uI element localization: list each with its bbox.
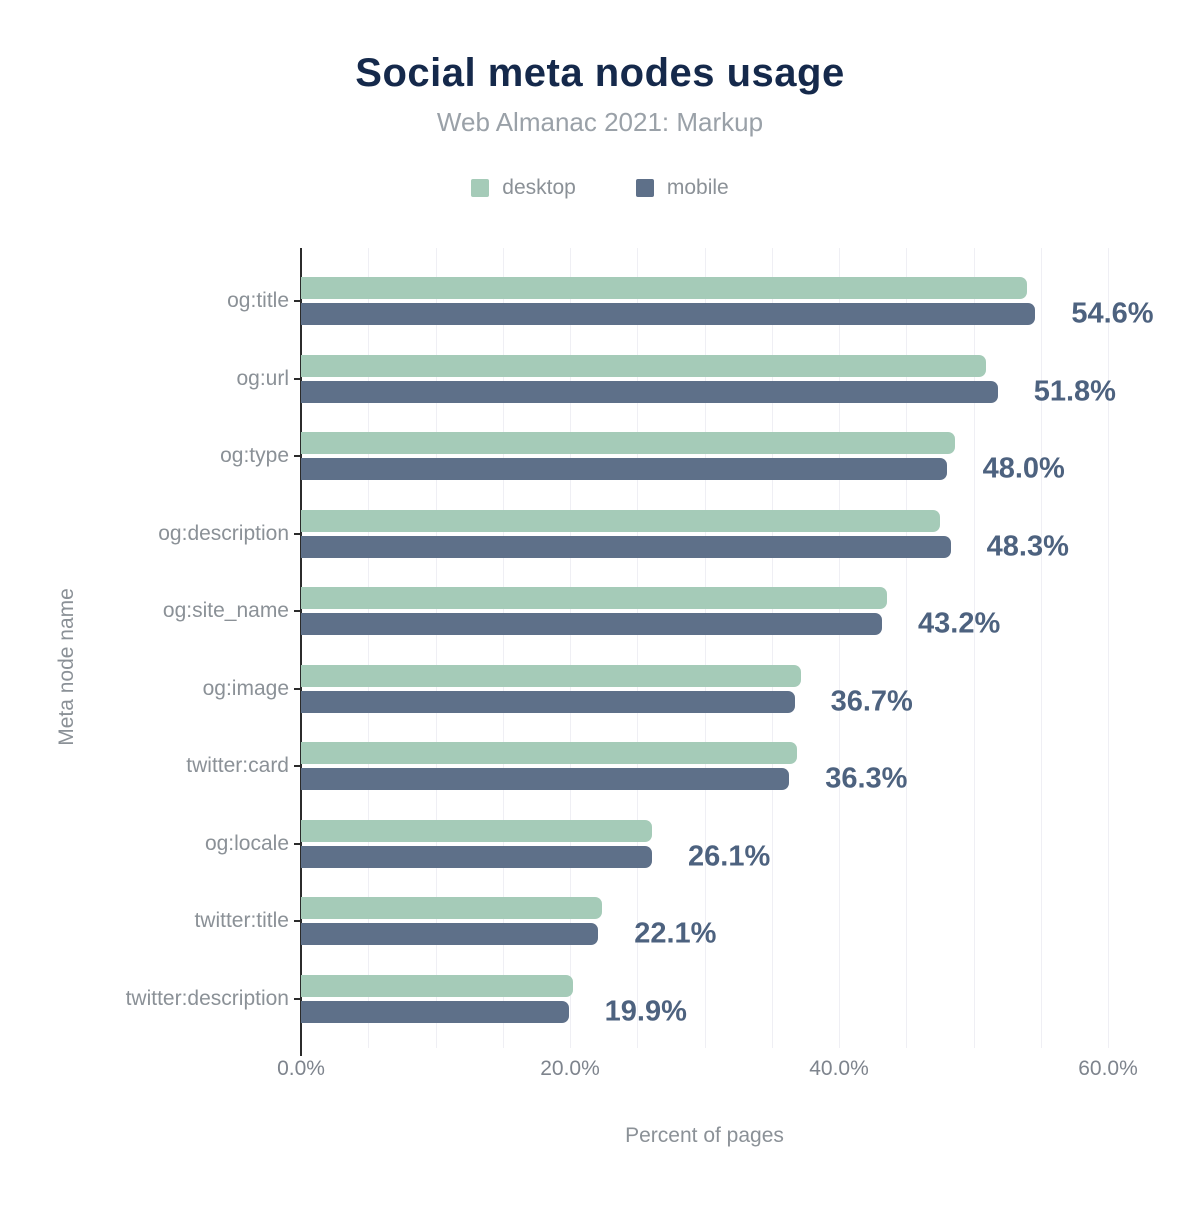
- desktop-bar: [301, 587, 888, 609]
- value-label: 51.8%: [1033, 375, 1116, 407]
- gridline: [839, 248, 840, 1048]
- y-axis-tick: [294, 610, 301, 612]
- plot-area: Percent of pages 0.0% 20.0% 40.0% 60.0% og:t…: [126, 248, 1154, 1147]
- y-axis-tick: [294, 532, 301, 535]
- y-axis-tick: [294, 687, 301, 690]
- legend-label-mobile: mobile: [666, 176, 729, 199]
- mobile-bar: [301, 923, 599, 945]
- chart-header: Social meta nodes usage Web Almanac 2021…: [0, 0, 1200, 200]
- mobile-bar: [301, 303, 1036, 325]
- desktop-bar: [301, 664, 802, 687]
- y-axis-line: [300, 248, 302, 1048]
- y-axis-tick: [294, 920, 301, 922]
- gridline: [906, 248, 908, 1048]
- chart-title: Social meta nodes usage: [355, 51, 845, 95]
- chart-subtitle: Web Almanac 2021: Markup: [436, 107, 764, 137]
- y-axis-title: Meta node name: [55, 588, 78, 746]
- value-label: 22.1%: [634, 917, 717, 950]
- gridline: [771, 248, 773, 1048]
- x-tick-label: 0.0%: [277, 1057, 325, 1080]
- legend-label-desktop: desktop: [502, 176, 576, 199]
- gridline: [704, 248, 706, 1048]
- category-label: twitter:description: [125, 986, 289, 1010]
- mobile-bar: [301, 613, 883, 635]
- y-axis-tick: [294, 997, 301, 1000]
- mobile-bar: [301, 690, 795, 713]
- mobile-bar: [301, 768, 790, 790]
- desktop-bar: [301, 354, 986, 377]
- y-axis-tick: [294, 842, 301, 845]
- legend: desktop mobile: [0, 176, 1200, 200]
- value-label: 54.6%: [1071, 297, 1154, 330]
- mobile-swatch-icon: [635, 179, 654, 197]
- value-label: 43.2%: [918, 607, 1001, 640]
- category-label: og:type: [220, 444, 289, 467]
- desktop-bar: [301, 974, 573, 997]
- desktop-bar: [301, 742, 798, 764]
- gridline: [435, 248, 437, 1048]
- mobile-bar: [301, 458, 947, 480]
- desktop-bar: [301, 819, 653, 842]
- legend-item-mobile: mobile: [635, 176, 729, 200]
- y-axis-tick: [294, 300, 301, 302]
- x-tick-label: 20.0%: [540, 1057, 600, 1080]
- y-axis-tick: [294, 455, 301, 457]
- value-label: 36.7%: [830, 685, 913, 717]
- category-label: twitter:card: [186, 754, 289, 777]
- mobile-bar: [301, 1000, 569, 1023]
- category-label: og:title: [227, 289, 289, 312]
- mobile-bar: [301, 380, 998, 403]
- y-axis-tick: [294, 765, 301, 767]
- gridline: [1040, 248, 1042, 1048]
- value-label: 36.3%: [825, 762, 908, 795]
- x-axis-title: Percent of pages: [625, 1124, 784, 1147]
- value-label: 48.0%: [982, 452, 1065, 485]
- gridline: [973, 248, 975, 1048]
- desktop-bar: [301, 897, 603, 919]
- category-label: og:image: [202, 676, 289, 700]
- desktop-bar: [301, 432, 955, 454]
- y-axis-tick: [294, 377, 301, 380]
- category-label: og:url: [236, 366, 289, 390]
- desktop-swatch-icon: [471, 179, 490, 197]
- gridline: [570, 248, 571, 1048]
- gridline: [1108, 248, 1109, 1048]
- value-label: 48.3%: [986, 530, 1069, 562]
- x-axis-zero-tick: [300, 1048, 302, 1056]
- gridline: [637, 248, 639, 1048]
- x-tick-label: 60.0%: [1078, 1057, 1138, 1080]
- gridline: [502, 248, 504, 1048]
- mobile-bar: [301, 845, 653, 868]
- category-label: og:description: [158, 521, 289, 545]
- value-label: 19.9%: [604, 995, 687, 1027]
- category-label: og:site_name: [162, 599, 289, 622]
- x-tick-label: 40.0%: [809, 1057, 869, 1080]
- desktop-bar: [301, 509, 940, 532]
- category-label: twitter:title: [194, 909, 289, 932]
- mobile-bar: [301, 535, 951, 558]
- category-label: og:locale: [204, 831, 289, 855]
- desktop-bar: [301, 277, 1028, 299]
- legend-item-desktop: desktop: [471, 176, 576, 200]
- gridline: [368, 248, 370, 1048]
- value-label: 26.1%: [688, 840, 771, 872]
